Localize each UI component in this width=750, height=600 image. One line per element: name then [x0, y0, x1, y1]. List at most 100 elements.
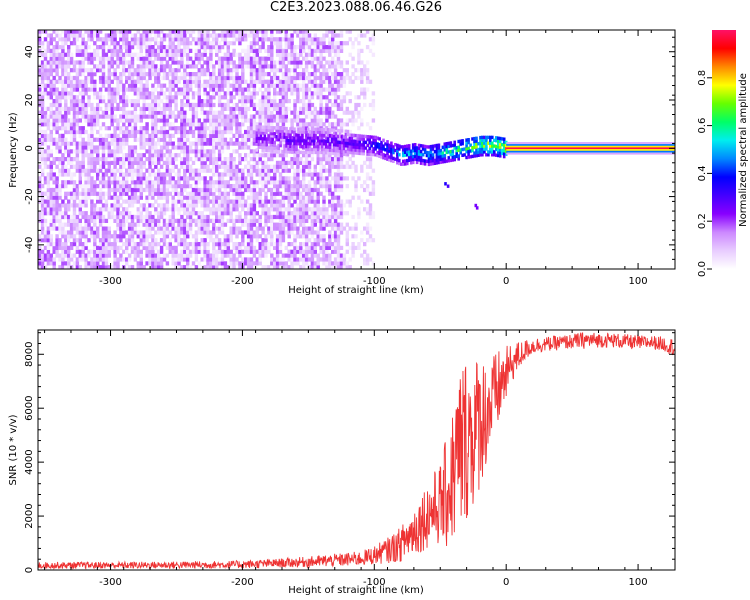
spectrogram-cell: [267, 187, 271, 193]
spectrogram-cell: [223, 211, 228, 216]
spectrogram-cell: [270, 234, 274, 239]
spectrogram-cell: [186, 56, 190, 61]
spectrogram-cell: [125, 45, 129, 50]
spectrogram-cell: [52, 141, 56, 146]
spectrogram-cell: [101, 180, 106, 185]
spectrogram-cell: [75, 249, 80, 254]
spectrogram-cell: [180, 184, 184, 189]
spectrogram-cell: [336, 230, 341, 235]
spectrogram-cell: [43, 122, 48, 127]
spectrogram-cell: [186, 230, 190, 235]
spectrogram-cell: [238, 218, 242, 223]
spectrogram-cell: [151, 214, 155, 220]
spectrogram-cell: [241, 180, 245, 185]
spectrogram-cell: [81, 211, 85, 216]
spectrogram-cell: [336, 157, 341, 162]
spectrogram-cell: [119, 72, 123, 77]
spectrogram-cell: [98, 126, 103, 131]
spectrogram-cell: [154, 129, 158, 135]
spectrogram-cell: [183, 95, 187, 100]
spectrogram-cell: [110, 214, 114, 220]
spectrogram-cell: [125, 133, 129, 138]
spectrogram-cell: [238, 191, 242, 196]
spectrogram-cell: [252, 230, 257, 235]
spectrogram-cell: [238, 41, 242, 46]
spectrogram-cell: [67, 245, 71, 250]
spectrogram-cell: [212, 145, 216, 150]
spectrogram-cell: [148, 245, 152, 250]
spectrogram-cell: [78, 203, 82, 208]
spectrogram-cell: [177, 75, 181, 81]
spectrogram-cell: [336, 160, 341, 165]
spectrogram-cell: [310, 234, 315, 239]
spectrogram-cell: [107, 214, 111, 220]
spectrogram-cell: [90, 180, 94, 185]
spectrogram-cell: [93, 230, 97, 235]
spectrogram-cell: [84, 56, 88, 61]
spectrogram-cell: [261, 45, 265, 50]
spectrogram-cell: [81, 203, 85, 208]
spectrogram-cell: [339, 60, 344, 65]
spectrogram-cell: [58, 106, 62, 111]
spectrogram-cell: [241, 122, 245, 127]
spectrogram-cell: [241, 56, 245, 61]
spectrogram-cell: [40, 191, 45, 196]
spectrogram-cell: [116, 118, 120, 123]
spectrogram-cell: [206, 68, 210, 73]
spectrogram-cell: [139, 214, 143, 220]
spectrogram-cell: [84, 230, 88, 235]
spectrogram-cell: [49, 87, 53, 92]
spectrogram-cell: [212, 149, 216, 154]
spectrogram-cell: [162, 64, 167, 69]
spectrogram-cell: [278, 56, 283, 61]
spectrogram-cell: [261, 242, 265, 247]
spectrogram-cell: [313, 45, 317, 50]
spectrogram-cell: [151, 157, 155, 162]
spectrogram-cell: [246, 160, 251, 165]
spectrogram-cell: [197, 133, 201, 138]
spectrogram-cell: [278, 230, 283, 235]
spectrogram-cell: [258, 199, 262, 204]
spectrogram-cell: [84, 110, 88, 115]
spectrogram-cell: [98, 222, 103, 227]
spectrogram-cell: [110, 203, 114, 208]
spectrogram-cell: [258, 153, 262, 158]
spectrogram-cell: [209, 60, 213, 65]
spectrogram-cell: [264, 37, 268, 42]
spectrogram-cell: [258, 160, 262, 165]
spectrogram-cell: [46, 60, 51, 65]
spectrogram-cell: [136, 114, 140, 119]
spectrogram-cell: [273, 99, 277, 104]
spectrogram-cell: [87, 253, 91, 258]
spectrogram-cell: [319, 99, 323, 104]
spectrogram-cell: [139, 118, 143, 123]
spectrogram-cell: [122, 153, 126, 158]
spectrogram-cell: [55, 68, 59, 73]
spectrogram-cell: [148, 145, 152, 150]
spectrogram-cell: [81, 253, 85, 258]
spectrogram-cell: [322, 48, 326, 53]
spectrogram-cell: [194, 238, 199, 243]
spectrogram-cell: [133, 191, 138, 196]
spectrogram-cell: [52, 265, 56, 269]
spectrogram-cell: [241, 230, 245, 235]
spectrogram-cell: [310, 253, 315, 258]
spectrogram-cell: [235, 37, 239, 42]
spectrogram-cell: [104, 75, 109, 81]
spectrogram-cell: [58, 79, 62, 84]
spectrogram-cell: [215, 145, 219, 150]
spectrogram-cell: [177, 64, 181, 69]
spectrogram-cell: [180, 203, 184, 208]
spectrogram-cell: [113, 126, 117, 131]
spectrogram-cell: [209, 261, 213, 266]
spectrogram-cell: [331, 157, 335, 162]
spectrogram-cell: [261, 245, 265, 250]
spectrogram-cell: [96, 149, 100, 154]
spectrogram-cell: [119, 160, 123, 165]
spectrogram-cell: [125, 75, 129, 81]
spectrogram-cell: [203, 133, 207, 138]
spectrogram-cell: [267, 99, 271, 104]
spectrogram-cell: [194, 149, 199, 154]
spectrogram-cell: [67, 141, 71, 146]
spectrogram-cell: [133, 172, 138, 177]
